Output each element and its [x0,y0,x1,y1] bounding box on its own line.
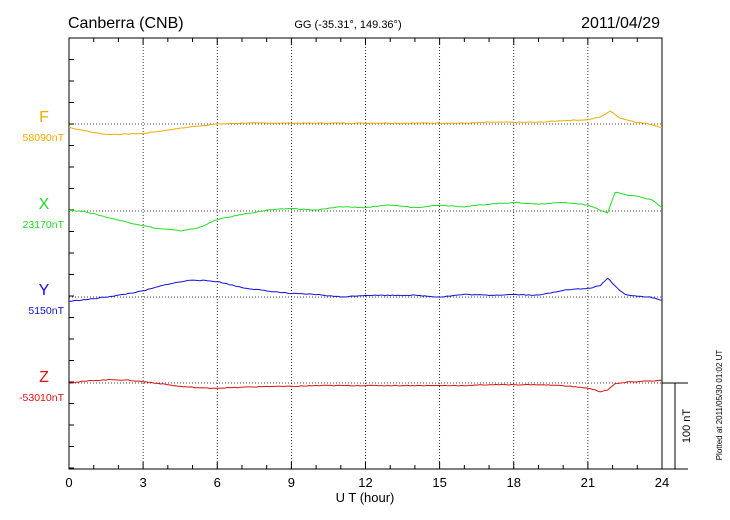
series-labels: F 58090nT X 23170nT Y 5150nT Z -53010nT [19,109,65,404]
scale-bar-label: 100 nT [681,409,693,444]
grid [142,38,589,469]
x-axis-label: U T (hour) [336,490,395,505]
scale-bar: 100 nT [662,382,693,470]
x-tick-label: 15 [432,475,446,490]
x-tick-label: 18 [507,475,521,490]
series-name-f: F [39,109,49,126]
x-tick-label: 3 [140,475,147,490]
series-line-z [68,378,663,393]
chart-date: 2011/04/29 [581,15,660,32]
chart-title: Canberra (CNB) [68,15,184,32]
x-tick-label: 24 [655,475,669,490]
x-tick-label: 12 [358,475,372,490]
plotted-note: Plotted at 2011/05/30 01:02 UT [715,350,724,461]
x-tick-label: 9 [288,475,295,490]
series-name-z: Z [39,369,49,386]
series-baseline-label-z: -53010nT [19,392,65,404]
series-baseline-label-y: 5150nT [28,305,64,317]
series-baseline-label-f: 58090nT [23,132,65,144]
series-line-f [68,110,663,136]
series-lines [68,110,663,393]
series-line-y [68,277,663,302]
x-tick-label: 0 [65,475,72,490]
series-name-x: X [39,196,50,213]
series-line-x [68,191,663,232]
series-name-y: Y [39,282,50,299]
x-tick-labels: 0 3 6 9 12 15 18 21 24 [65,475,669,490]
axis-ticks [68,38,663,469]
series-baseline-label-x: 23170nT [23,219,65,231]
chart-subtitle: GG (-35.31°, 149.36°) [294,19,401,31]
x-tick-label: 6 [214,475,221,490]
x-tick-label: 21 [581,475,595,490]
